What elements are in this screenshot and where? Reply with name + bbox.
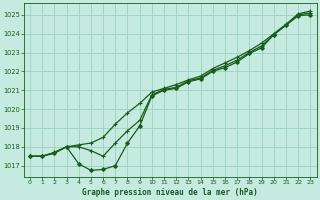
X-axis label: Graphe pression niveau de la mer (hPa): Graphe pression niveau de la mer (hPa) bbox=[82, 188, 258, 197]
